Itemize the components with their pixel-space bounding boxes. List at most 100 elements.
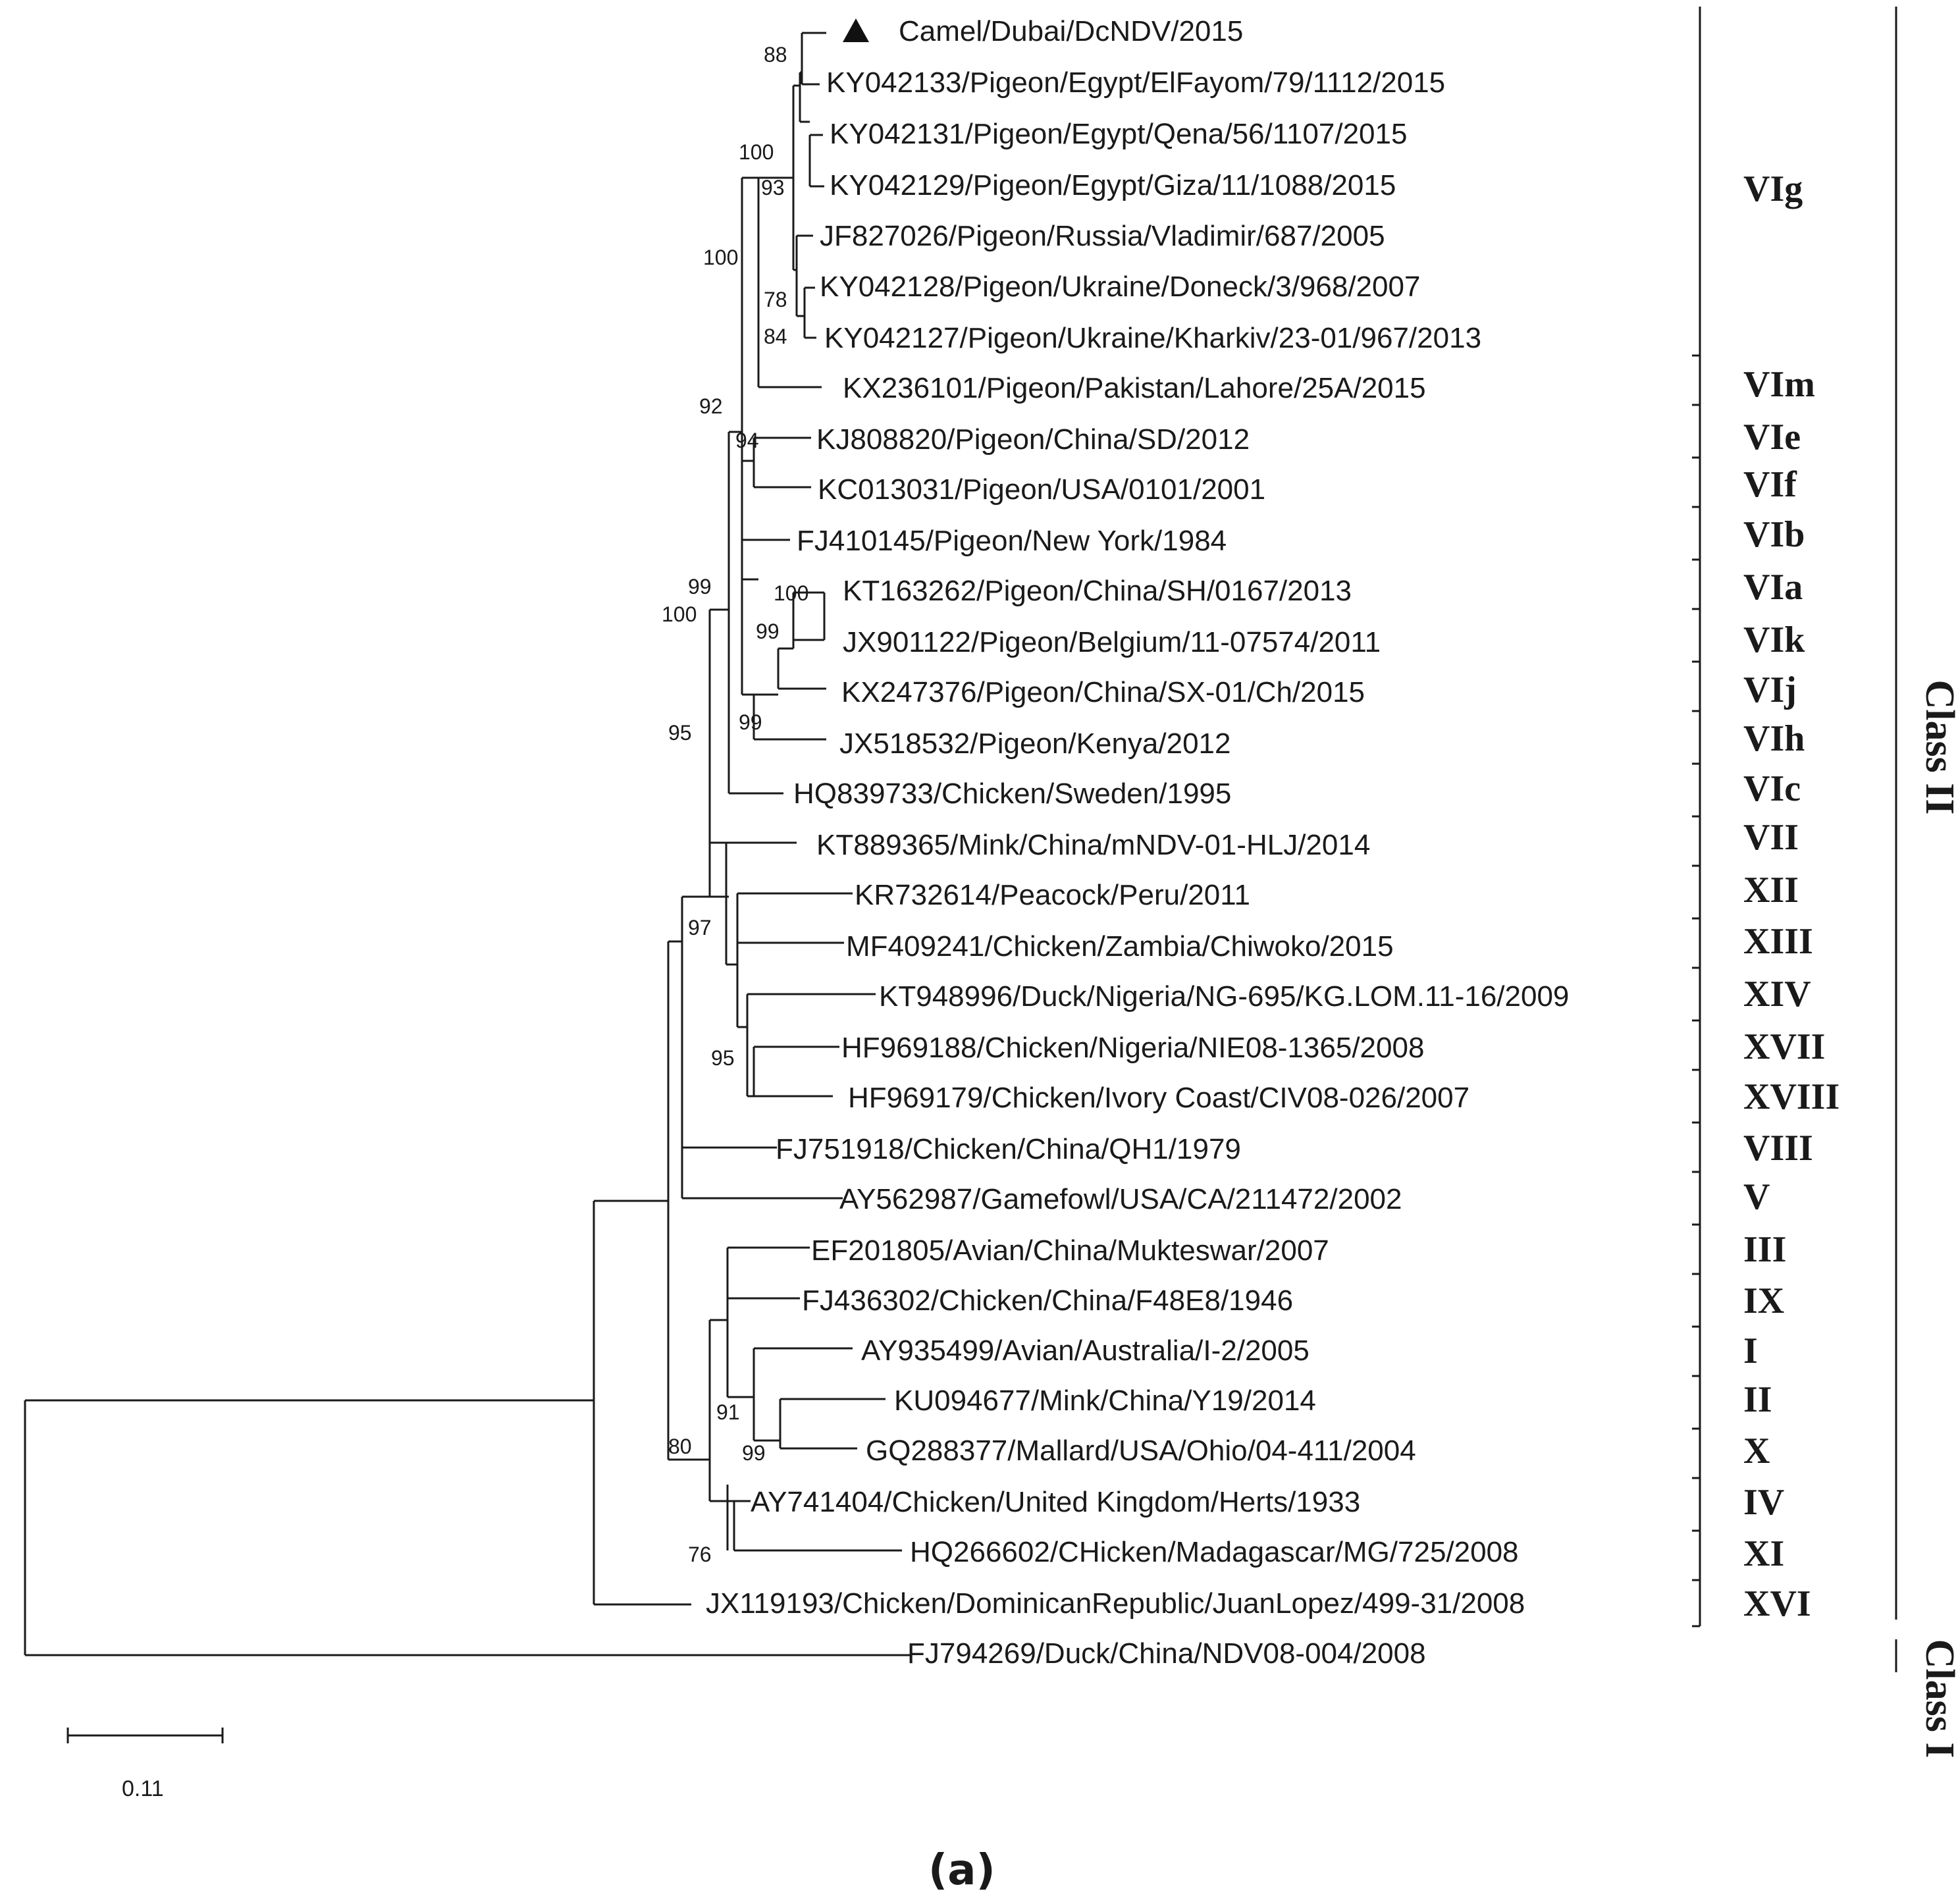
- leaf-kc013031: KC013031/Pigeon/USA/0101/2001: [818, 473, 1265, 506]
- genotype-label: XVII: [1743, 1026, 1825, 1067]
- genotype-label: IX: [1743, 1281, 1784, 1321]
- genotype-bracket-line: [1692, 7, 1701, 1627]
- bootstrap-value: 84: [764, 325, 787, 348]
- genotype-label: VIk: [1743, 620, 1805, 660]
- genotype-label: VIe: [1743, 417, 1801, 458]
- bootstrap-value: 95: [711, 1046, 735, 1070]
- branch-class-ii-base: [593, 1200, 691, 1606]
- genotype-label: II: [1743, 1379, 1772, 1420]
- branch-root: [24, 1399, 912, 1656]
- leaf-kj808820: KJ808820/Pigeon/China/SD/2012: [816, 423, 1250, 456]
- branch-node-76: [726, 1485, 902, 1552]
- leaf-kt889365: KT889365/Mink/China/mNDV-01-HLJ/2014: [816, 829, 1370, 861]
- class-ii-label: Class II: [1917, 679, 1958, 814]
- leaf-hf969188: HF969188/Chicken/Nigeria/NIE08-1365/2008: [841, 1032, 1424, 1064]
- branch-lower-80: [708, 1319, 728, 1502]
- branch-node-80: [667, 940, 710, 1461]
- leaf-ay562987: AY562987/Gamefowl/USA/CA/211472/2002: [839, 1183, 1402, 1215]
- genotype-label: VIb: [1743, 514, 1805, 555]
- bootstrap-values: 88 100 93 100 78 84 92 94 100 99 100 99 …: [662, 43, 808, 1566]
- branch-xii-xiii: [736, 892, 853, 1028]
- branch-node-95: [681, 895, 843, 1200]
- genotype-label: VIa: [1743, 567, 1803, 608]
- bootstrap-value: 100: [774, 581, 808, 605]
- genotype-label: VIh: [1743, 718, 1805, 759]
- genotype-label: VIc: [1743, 768, 1801, 809]
- leaf-fj410145: FJ410145/Pigeon/New York/1984: [797, 525, 1227, 557]
- leaf-labels: Camel/Dubai/DcNDV/2015 KY042133/Pigeon/E…: [706, 15, 1569, 1670]
- genotype-label: XI: [1743, 1533, 1784, 1574]
- branch-node-100-vig: [741, 176, 758, 581]
- leaf-hf969179: HF969179/Chicken/Ivory Coast/CIV08-026/2…: [848, 1082, 1469, 1114]
- leaf-ky042131: KY042131/Pigeon/Egypt/Qena/56/1107/2015: [830, 118, 1407, 150]
- scale-bar: 0.11: [66, 1728, 224, 1801]
- bootstrap-value: 99: [688, 575, 712, 598]
- bootstrap-value: 91: [716, 1400, 740, 1424]
- class-i-label: Class I: [1917, 1639, 1958, 1759]
- branch-qena-giza: [808, 134, 824, 188]
- genotype-label: VIm: [1743, 364, 1815, 405]
- branch-node-94: [741, 461, 790, 696]
- leaf-gq288377: GQ288377/Mallard/USA/Ohio/04-411/2004: [866, 1435, 1416, 1467]
- branch-node-95-b: [746, 993, 876, 1097]
- scale-bar-label: 0.11: [122, 1776, 164, 1801]
- branch-node-99-via: [753, 693, 826, 741]
- leaf-kx236101: KX236101/Pigeon/Pakistan/Lahore/25A/2015: [843, 372, 1426, 404]
- leaf-jf827026: JF827026/Pigeon/Russia/Vladimir/687/2005: [820, 220, 1385, 252]
- branch-russia-ukraine: [795, 234, 813, 317]
- tree-branches: [24, 32, 912, 1656]
- bootstrap-value: 93: [761, 176, 785, 199]
- leaf-camel: Camel/Dubai/DcNDV/2015: [899, 15, 1243, 47]
- genotype-label: X: [1743, 1431, 1770, 1471]
- bootstrap-value: 100: [662, 602, 697, 626]
- leaf-ky042128: KY042128/Pigeon/Ukraine/Doneck/3/968/200…: [820, 271, 1420, 303]
- leaf-ky042133: KY042133/Pigeon/Egypt/ElFayom/79/1112/20…: [826, 66, 1445, 99]
- leaf-ky042129: KY042129/Pigeon/Egypt/Giza/11/1088/2015: [830, 169, 1396, 201]
- bootstrap-value: 100: [703, 246, 738, 269]
- branch-node-97: [708, 841, 797, 897]
- branch-node-97-b: [725, 843, 737, 966]
- branch-node-92: [728, 431, 783, 795]
- genotype-label: VIj: [1743, 670, 1797, 710]
- genotype-label: V: [1743, 1177, 1770, 1217]
- genotype-label: XII: [1743, 870, 1799, 911]
- genotype-label: IV: [1743, 1482, 1784, 1523]
- bootstrap-value: 99: [742, 1441, 766, 1465]
- bootstrap-value: 95: [668, 721, 692, 745]
- branch-xvii-xviii: [753, 1045, 839, 1097]
- leaf-jx518532: JX518532/Pigeon/Kenya/2012: [839, 727, 1231, 760]
- branch-vig-vim: [757, 176, 822, 388]
- genotype-label: I: [1743, 1331, 1758, 1371]
- branch-node-100-via: [792, 591, 824, 648]
- leaf-mf409241: MF409241/Chicken/Zambia/Chiwoko/2015: [846, 930, 1394, 963]
- leaf-ay741404: AY741404/Chicken/United Kingdom/Herts/19…: [751, 1486, 1360, 1518]
- leaf-jx901122: JX901122/Pigeon/Belgium/11-07574/2011: [843, 626, 1381, 658]
- leaf-fj751918: FJ751918/Chicken/China/QH1/1979: [776, 1133, 1241, 1165]
- genotype-bracket: [1692, 7, 1701, 1627]
- bootstrap-value: 94: [735, 429, 759, 452]
- genotype-label: XVI: [1743, 1583, 1811, 1624]
- camel-marker-icon: [843, 18, 869, 42]
- genotype-label: VIf: [1743, 464, 1797, 505]
- leaf-kx247376: KX247376/Pigeon/China/SX-01/Ch/2015: [841, 676, 1365, 708]
- leaf-kr732614: KR732614/Peacock/Peru/2011: [855, 879, 1250, 911]
- bootstrap-value: 99: [739, 710, 762, 734]
- branch-node-99-vij: [777, 647, 826, 690]
- bootstrap-value: 88: [764, 43, 787, 66]
- class-brackets: Class II Class I: [1895, 7, 1958, 1759]
- genotype-label: III: [1743, 1229, 1786, 1270]
- leaf-fj794269: FJ794269/Duck/China/NDV08-004/2008: [907, 1637, 1426, 1670]
- bootstrap-value: 78: [764, 288, 787, 311]
- genotype-label: XVIII: [1743, 1076, 1839, 1117]
- genotype-label: VIII: [1743, 1128, 1813, 1169]
- leaf-ku094677: KU094677/Mink/China/Y19/2014: [894, 1385, 1316, 1417]
- panel-label: (a): [928, 1846, 995, 1895]
- bootstrap-value: 100: [739, 140, 774, 164]
- leaf-hq839733: HQ839733/Chicken/Sweden/1995: [793, 778, 1231, 810]
- leaf-jx119193: JX119193/Chicken/DominicanRepublic/JuanL…: [706, 1587, 1525, 1620]
- genotype-label: VII: [1743, 817, 1799, 858]
- branch-node-88: [801, 32, 826, 86]
- leaf-fj436302: FJ436302/Chicken/China/F48E8/1946: [802, 1284, 1293, 1317]
- branch-node-84: [803, 286, 816, 339]
